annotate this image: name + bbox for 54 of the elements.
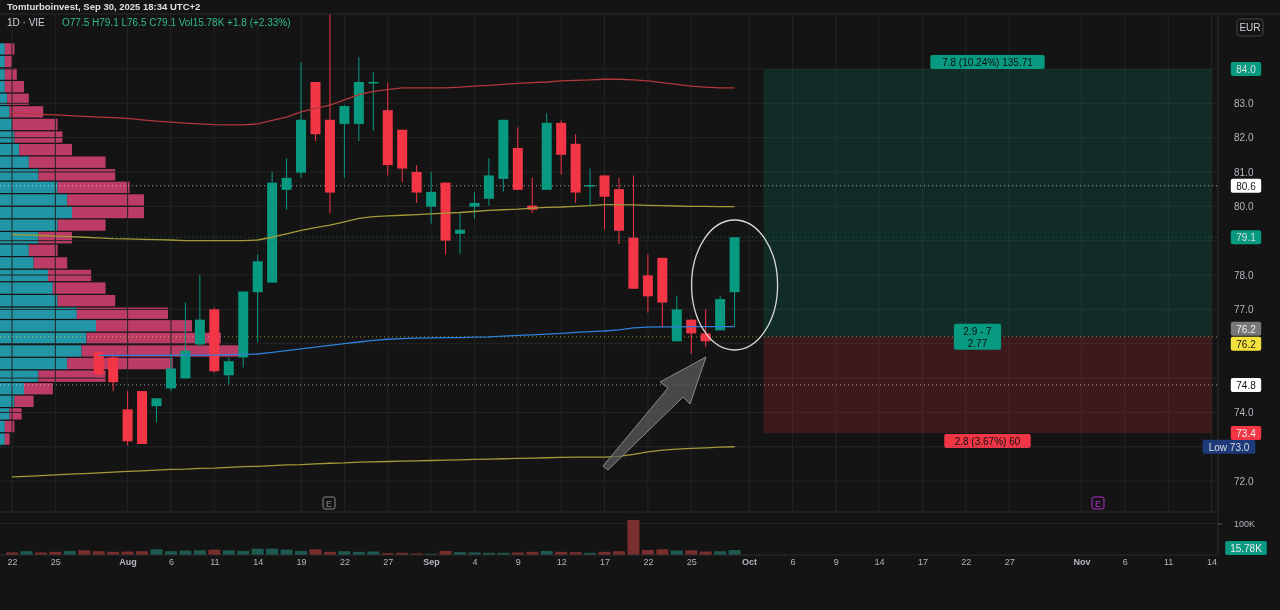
- x-tick-label: 6: [168, 557, 174, 568]
- y-tick-label: 78.0: [1234, 269, 1254, 281]
- band-label: 2.8 (3.67%) 60: [954, 436, 1021, 448]
- x-tick-label: 14: [874, 557, 885, 568]
- x-tick-label: Nov: [1073, 557, 1091, 568]
- x-tick-label: 22: [339, 557, 350, 568]
- x-tick-label: 11: [1163, 557, 1174, 568]
- y-tick-label: 100K: [1234, 518, 1256, 529]
- chart-title: 1D · VIE: [7, 17, 46, 28]
- ref-line-label: 76.2: [1236, 338, 1257, 350]
- x-tick-label: 22: [643, 557, 654, 568]
- x-tick-label: 27: [1004, 557, 1015, 568]
- x-tick-label: 6: [1122, 557, 1128, 568]
- ref-line-label: 80.6: [1236, 180, 1257, 192]
- y-tick-label: 80.0: [1234, 201, 1254, 213]
- x-tick-label: Oct: [742, 557, 758, 568]
- ref-line-label: Low 73.0: [1208, 441, 1250, 453]
- x-tick-label: 19: [296, 557, 307, 568]
- annotation: 2.9 - 7 2.77: [963, 325, 993, 349]
- x-tick-label: 12: [556, 557, 567, 568]
- annotation: E: [1094, 499, 1102, 509]
- chart-subtitle: O77.5 H79.1 L76.5 C79.1 Vol15.78K +1.8 (+2.33%): [62, 17, 291, 28]
- text: 76.2: [1236, 323, 1257, 335]
- text: 15.78K: [1230, 543, 1263, 555]
- x-tick-label: 25: [50, 557, 61, 568]
- text: 73.4: [1236, 428, 1257, 440]
- x-tick-label: 6: [790, 557, 796, 568]
- x-tick-label: 9: [515, 557, 521, 568]
- x-tick-label: 4: [472, 557, 478, 568]
- text: 84.0: [1236, 63, 1257, 75]
- x-tick-label: Sep: [423, 557, 441, 568]
- text: EUR: [1239, 22, 1261, 33]
- y-tick-label: 77.0: [1234, 304, 1254, 316]
- x-tick-label: 27: [383, 557, 394, 568]
- x-tick-label: 11: [210, 557, 220, 568]
- y-tick-label: 81.0: [1234, 166, 1254, 178]
- x-tick-label: 14: [1206, 557, 1218, 568]
- ref-line-label: 74.8: [1236, 379, 1257, 391]
- y-tick-label: 72.0: [1234, 475, 1254, 487]
- x-tick-label: 17: [917, 557, 928, 568]
- x-tick-label: 9: [833, 557, 839, 568]
- annotation: E: [325, 499, 333, 509]
- x-tick-label: 22: [961, 557, 972, 568]
- text: Tomturboinvest, Sep 30, 2025 18:34 UTC+2: [7, 1, 201, 12]
- x-tick-label: 25: [686, 557, 697, 568]
- x-tick-label: 14: [253, 557, 264, 568]
- y-tick-label: 82.0: [1234, 132, 1254, 144]
- band-label: 7.8 (10.24%) 135.71: [942, 56, 1034, 68]
- y-tick-label: 74.0: [1234, 407, 1254, 419]
- x-tick-label: Aug: [119, 557, 137, 568]
- y-tick-label: 83.0: [1234, 98, 1254, 109]
- x-tick-label: 22: [7, 557, 18, 568]
- ref-line-label: 79.1: [1236, 232, 1257, 244]
- x-tick-label: 17: [600, 557, 611, 568]
